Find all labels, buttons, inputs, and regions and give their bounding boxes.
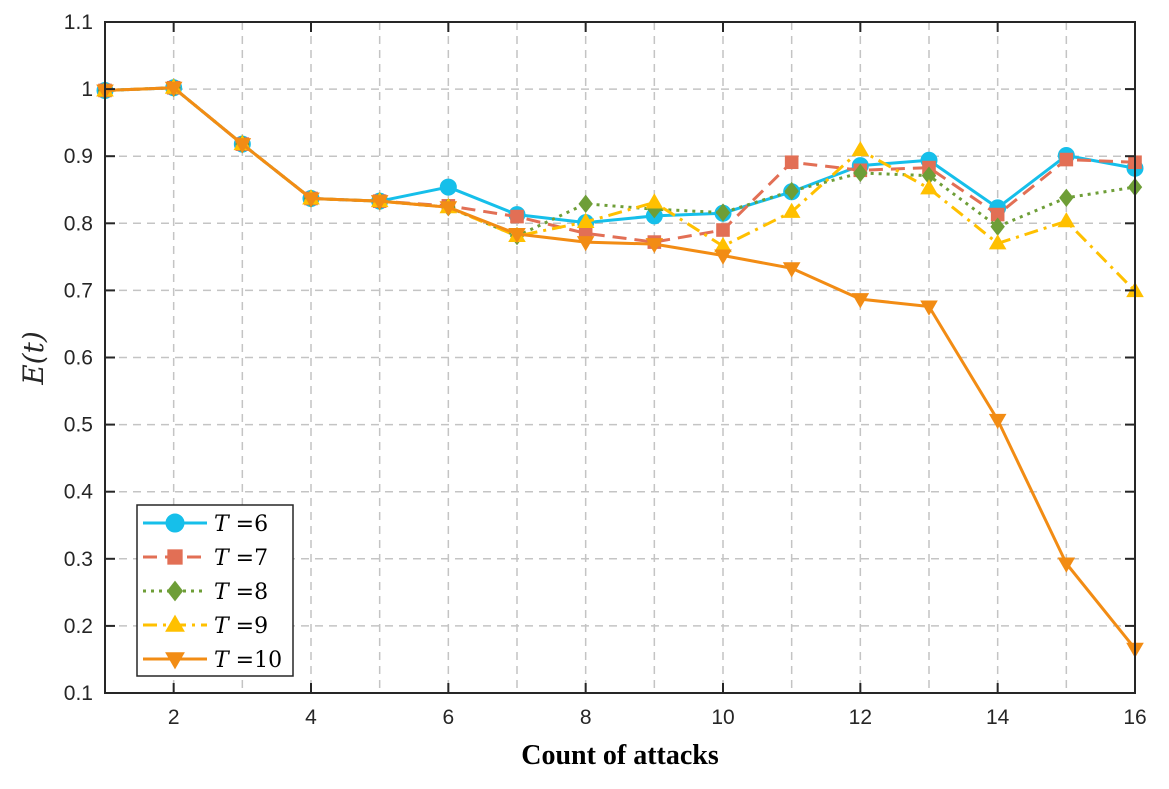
data-point — [782, 202, 801, 218]
data-point — [714, 249, 732, 265]
data-point — [990, 207, 1005, 222]
data-point — [302, 192, 320, 208]
data-point — [370, 195, 389, 211]
data-point — [439, 178, 457, 196]
y-tick-label: 0.6 — [64, 347, 93, 370]
y-tick-label: 0.9 — [64, 145, 93, 168]
legend-item-6: T =6 — [143, 512, 268, 537]
x-tick-labels: 2 4 6 8 10 12 14 16 — [168, 706, 1147, 729]
legend-item-8: T =8 — [143, 580, 268, 605]
series-10 — [96, 81, 1144, 658]
data-point — [853, 163, 868, 183]
data-point — [920, 300, 938, 316]
y-tick-label: 1.1 — [64, 11, 93, 34]
data-point — [1057, 557, 1076, 573]
x-tick-label: 16 — [1123, 706, 1146, 729]
data-point — [645, 193, 664, 209]
x-tick-label: 10 — [711, 706, 734, 729]
legend-label: T =9 — [214, 614, 268, 639]
legend-label: T =10 — [214, 648, 282, 673]
data-point — [645, 238, 664, 254]
legend-marker — [165, 513, 185, 533]
data-point — [1059, 152, 1074, 167]
data-point — [990, 217, 1005, 236]
series-9 — [96, 78, 1144, 298]
legend-item-7: T =7 — [143, 546, 268, 571]
data-point — [1059, 188, 1074, 208]
y-tick-label: 0.3 — [64, 548, 93, 571]
series-6 — [96, 79, 1144, 232]
data-point — [439, 201, 458, 217]
data-point — [715, 203, 731, 222]
data-point — [851, 293, 870, 309]
x-tick-label: 2 — [168, 706, 180, 729]
data-point — [988, 234, 1007, 250]
y-tick-label: 0.5 — [64, 414, 93, 437]
legend-label: T =6 — [214, 512, 268, 537]
x-tick-label: 8 — [580, 706, 592, 729]
data-point — [851, 140, 870, 157]
data-point — [508, 228, 526, 244]
data-point — [578, 194, 593, 214]
axis-ticks — [105, 21, 1136, 694]
data-point — [714, 236, 732, 253]
y-tick-label: 0.1 — [64, 682, 93, 705]
x-tick-label: 14 — [986, 706, 1010, 729]
legend-marker — [165, 614, 185, 632]
data-point — [784, 155, 799, 170]
data-point — [1057, 212, 1076, 228]
legend-label: T =7 — [214, 546, 268, 571]
y-tick-label: 0.7 — [64, 279, 93, 302]
data-point — [784, 181, 799, 201]
legend: T =6 T =7 T =8 T =9 T =10 — [136, 504, 294, 677]
data-point — [233, 138, 252, 154]
data-point — [920, 179, 938, 195]
y-tick-label: 0.2 — [64, 615, 93, 638]
series-line — [104, 86, 1137, 293]
y-tick-label: 0.4 — [64, 481, 94, 504]
data-point — [921, 166, 937, 185]
data-point — [510, 209, 524, 224]
y-tick-label: 0.8 — [64, 212, 93, 235]
data-point — [576, 236, 595, 252]
x-tick-label: 4 — [305, 706, 317, 729]
y-tick-labels: 0.1 0.2 0.3 0.4 0.5 0.6 0.7 0.8 0.9 1 1.1 — [64, 11, 94, 705]
x-tick-label: 12 — [849, 706, 872, 729]
legend-label: T =8 — [214, 580, 268, 605]
series-7 — [98, 80, 1142, 249]
series-line — [104, 86, 1137, 650]
data-point — [988, 413, 1007, 430]
y-axis-label: E(t) — [17, 331, 50, 386]
data-point — [576, 212, 595, 228]
legend-marker — [166, 580, 184, 602]
x-tick-label: 6 — [442, 706, 454, 729]
data-point — [716, 223, 730, 237]
x-axis-label: Count of attacks — [521, 740, 719, 771]
legend-marker — [165, 652, 185, 670]
y-tick-label: 1 — [81, 78, 93, 101]
legend-item-9: T =9 — [143, 614, 268, 639]
legend-item-10: T =10 — [143, 648, 282, 673]
data-point — [782, 262, 801, 278]
series-line — [104, 86, 1136, 238]
data-point — [164, 81, 183, 97]
legend-box — [136, 504, 294, 677]
legend-marker — [167, 549, 183, 565]
